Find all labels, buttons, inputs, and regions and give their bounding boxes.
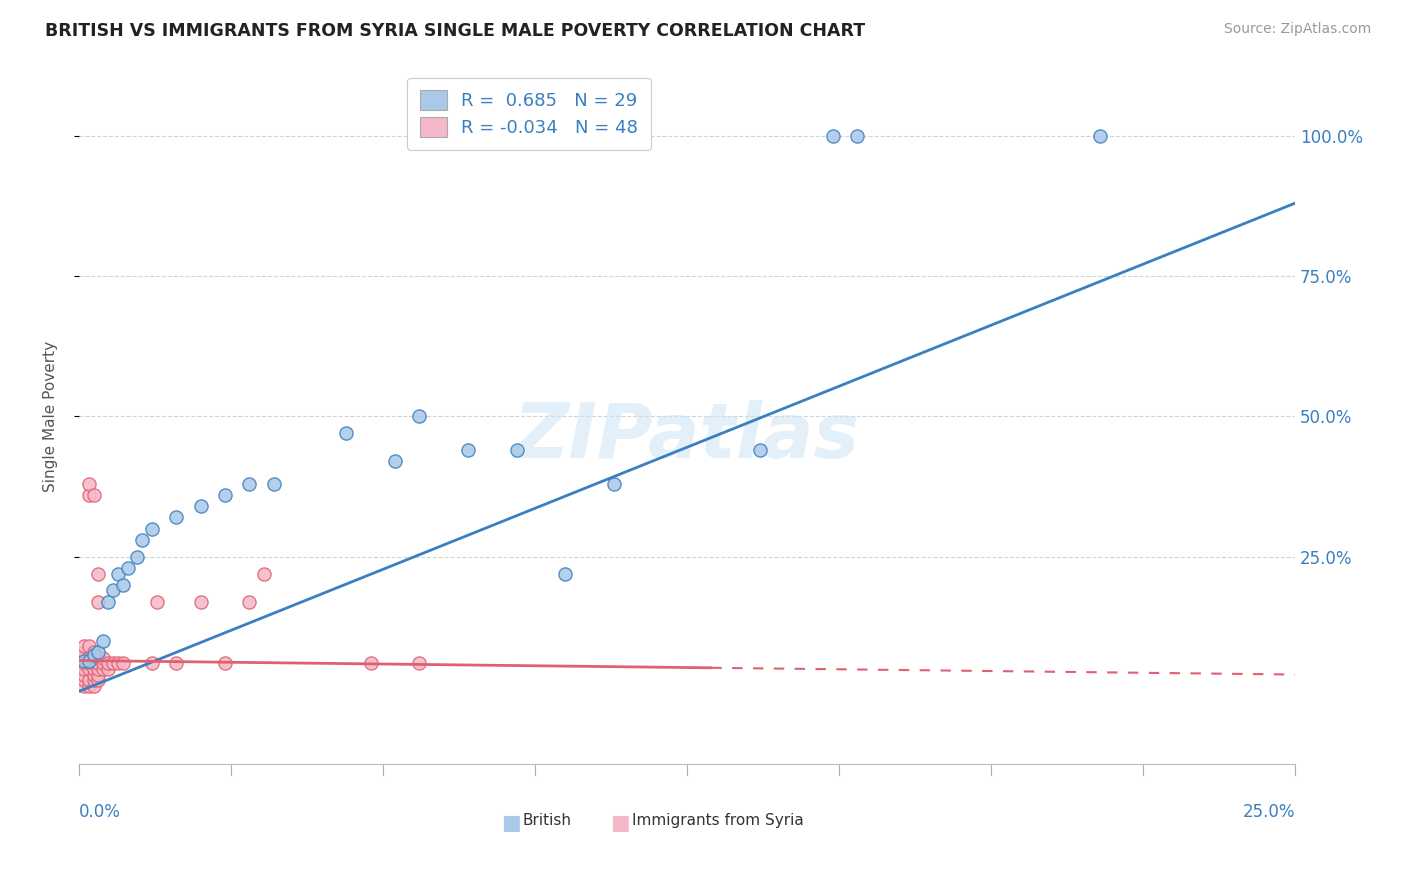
Point [83, 648, 105, 662]
Point [506, 443, 529, 458]
Text: ■: ■ [610, 813, 630, 833]
Text: ■: ■ [501, 813, 520, 833]
Point [97, 662, 120, 676]
Point [73, 679, 96, 693]
Point [91, 633, 114, 648]
Point [91, 650, 114, 665]
Point [87, 657, 110, 671]
Point [83, 679, 105, 693]
Text: BRITISH VS IMMIGRANTS FROM SYRIA SINGLE MALE POVERTY CORRELATION CHART: BRITISH VS IMMIGRANTS FROM SYRIA SINGLE … [45, 22, 865, 40]
Point [83, 488, 105, 502]
Point [408, 409, 430, 424]
Point [214, 657, 236, 671]
Point [91, 662, 114, 676]
Point [87, 662, 110, 676]
Point [117, 561, 139, 575]
Point [73, 662, 96, 676]
Point [749, 443, 772, 458]
Point [97, 594, 120, 608]
Point [127, 549, 149, 564]
Point [73, 673, 96, 688]
Point [87, 645, 110, 659]
Point [77, 657, 100, 671]
Point [846, 128, 869, 143]
Point [384, 454, 406, 468]
Point [83, 667, 105, 681]
Point [77, 653, 100, 667]
Point [73, 645, 96, 659]
Point [91, 657, 114, 671]
Point [253, 566, 276, 581]
Point [87, 667, 110, 681]
Text: Source: ZipAtlas.com: Source: ZipAtlas.com [1223, 22, 1371, 37]
Point [457, 443, 479, 458]
Point [97, 657, 120, 671]
Point [83, 650, 105, 665]
Point [111, 578, 134, 592]
Text: ZIPatlas: ZIPatlas [515, 401, 860, 475]
Point [263, 476, 285, 491]
Point [101, 583, 124, 598]
Point [77, 650, 100, 665]
Point [131, 533, 153, 547]
Point [165, 510, 187, 524]
Point [238, 594, 260, 608]
Point [107, 657, 129, 671]
Point [146, 594, 169, 608]
Point [335, 426, 357, 441]
Point [77, 679, 100, 693]
Text: British: British [523, 813, 572, 828]
Point [87, 594, 110, 608]
Point [165, 657, 187, 671]
Point [77, 488, 100, 502]
Legend: R =  0.685   N = 29, R = -0.034   N = 48: R = 0.685 N = 29, R = -0.034 N = 48 [408, 78, 651, 150]
Point [214, 488, 236, 502]
Text: Immigrants from Syria: Immigrants from Syria [633, 813, 804, 828]
Point [77, 476, 100, 491]
Point [141, 522, 163, 536]
Point [83, 662, 105, 676]
Point [83, 657, 105, 671]
Point [238, 476, 260, 491]
Point [190, 499, 212, 513]
Point [360, 657, 382, 671]
Point [73, 667, 96, 681]
Y-axis label: Single Male Poverty: Single Male Poverty [44, 341, 58, 492]
Point [190, 594, 212, 608]
Point [87, 673, 110, 688]
Point [554, 566, 576, 581]
Point [107, 566, 129, 581]
Point [1090, 128, 1112, 143]
Point [83, 645, 105, 659]
Point [73, 640, 96, 654]
Point [73, 650, 96, 665]
Point [73, 653, 96, 667]
Point [87, 566, 110, 581]
Point [408, 657, 430, 671]
Point [73, 657, 96, 671]
Point [821, 128, 844, 143]
Point [77, 662, 100, 676]
Text: 0.0%: 0.0% [79, 803, 121, 821]
Point [111, 657, 134, 671]
Point [101, 657, 124, 671]
Point [141, 657, 163, 671]
Point [83, 673, 105, 688]
Point [77, 673, 100, 688]
Text: 25.0%: 25.0% [1243, 803, 1295, 821]
Point [77, 640, 100, 654]
Point [603, 476, 626, 491]
Point [87, 650, 110, 665]
